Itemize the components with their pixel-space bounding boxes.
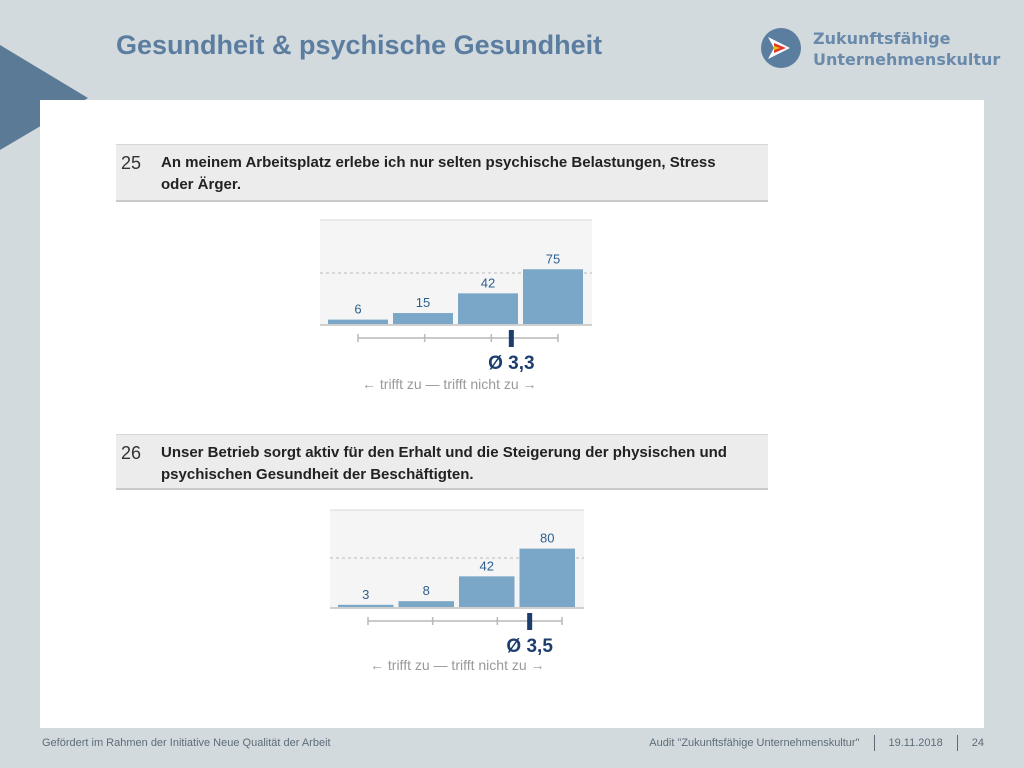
question-text: Unser Betrieb sorgt aktiv für den Erhalt… [161, 444, 727, 483]
data-label: 42 [480, 558, 494, 573]
data-label: 8 [423, 583, 430, 598]
question-box-25: 25 An meinem Arbeitsplatz erlebe ich nur… [116, 144, 768, 202]
slide-title: Gesundheit & psychische Gesundheit [116, 30, 603, 60]
data-label: 42 [481, 275, 495, 290]
average-marker [527, 613, 533, 630]
bar [328, 319, 388, 324]
logo-text-line2: Unternehmenskultur [813, 50, 1001, 69]
bar-chart-question-26: 3 8 42 80 Ø 3,5 [330, 509, 590, 665]
data-label: 15 [416, 295, 430, 310]
question-number: 25 [121, 153, 142, 173]
footer-audit: Audit "Zukunftsfähige Unternehmenskultur… [649, 737, 860, 749]
scale-label: ← trifft zu — trifft nicht zu → [362, 376, 537, 392]
logo-icon [761, 28, 801, 68]
bar [458, 293, 518, 324]
data-label: 6 [354, 302, 361, 317]
footer-initiative: Gefördert im Rahmen der Initiative Neue … [42, 737, 331, 749]
footer-date: 19.11.2018 [888, 737, 943, 749]
question-text: An meinem Arbeitsplatz erlebe ich nur se… [161, 154, 716, 193]
footer-meta: Audit "Zukunftsfähige Unternehmenskultur… [649, 735, 984, 751]
bar-chart-question-25: 6 15 42 75 Ø 3,3 [320, 219, 600, 385]
average-label: Ø 3,3 [488, 353, 534, 374]
content-panel: 25 An meinem Arbeitsplatz erlebe ich nur… [40, 100, 984, 728]
data-label: 80 [540, 531, 554, 546]
bar [523, 269, 583, 324]
bar [398, 601, 454, 607]
logo-text-line1: Zukunftsfähige [813, 29, 951, 48]
average-marker [508, 330, 514, 347]
bar [338, 604, 394, 607]
average-label: Ø 3,5 [506, 636, 553, 657]
bar [393, 313, 453, 324]
scale-label: ← trifft zu — trifft nicht zu → [370, 657, 545, 673]
footer-page-number: 24 [971, 737, 984, 749]
footer-divider [873, 735, 875, 751]
bar [519, 548, 575, 607]
footer-divider [956, 735, 958, 751]
question-number: 26 [121, 443, 142, 463]
bar [459, 576, 515, 607]
logo: Zukunftsfähige Unternehmenskultur [760, 27, 1000, 71]
data-label: 3 [362, 587, 369, 602]
data-label: 75 [546, 251, 560, 266]
question-box-26: 26 Unser Betrieb sorgt aktiv für den Erh… [116, 434, 768, 490]
